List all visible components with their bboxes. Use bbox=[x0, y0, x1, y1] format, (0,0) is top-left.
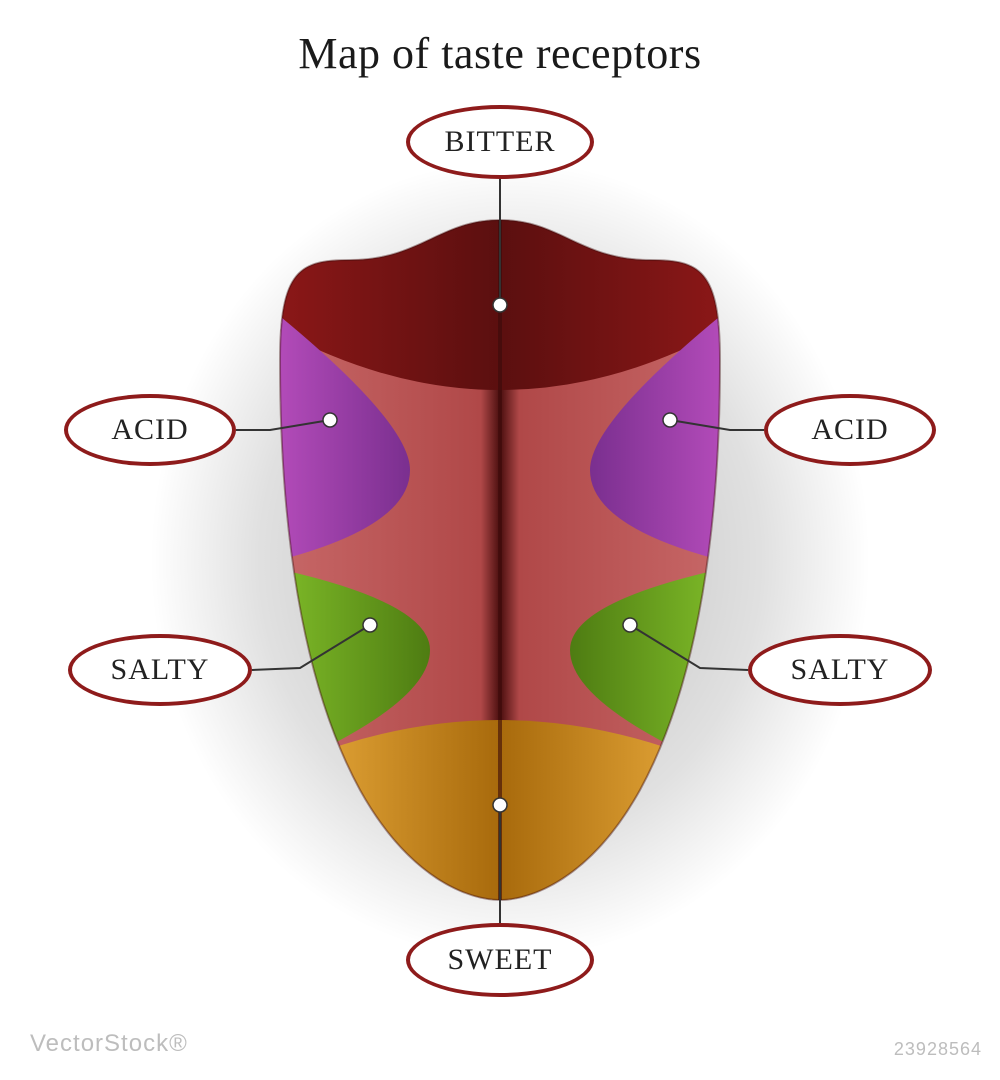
label-text: BITTER bbox=[445, 125, 556, 159]
label-text: SALTY bbox=[791, 653, 890, 687]
label-salty-right: SALTY bbox=[748, 634, 932, 706]
image-id-text: 23928564 bbox=[894, 1039, 982, 1060]
label-bitter: BITTER bbox=[406, 105, 594, 179]
label-text: ACID bbox=[111, 413, 188, 447]
diagram-stage: Map of taste receptors bbox=[0, 0, 1000, 1080]
label-text: ACID bbox=[811, 413, 888, 447]
label-text: SALTY bbox=[111, 653, 210, 687]
label-sweet: SWEET bbox=[406, 923, 594, 997]
label-acid-right: ACID bbox=[764, 394, 936, 466]
watermark-text: VectorStock® bbox=[30, 1030, 188, 1058]
label-text: SWEET bbox=[448, 943, 553, 977]
label-salty-left: SALTY bbox=[68, 634, 252, 706]
label-acid-left: ACID bbox=[64, 394, 236, 466]
